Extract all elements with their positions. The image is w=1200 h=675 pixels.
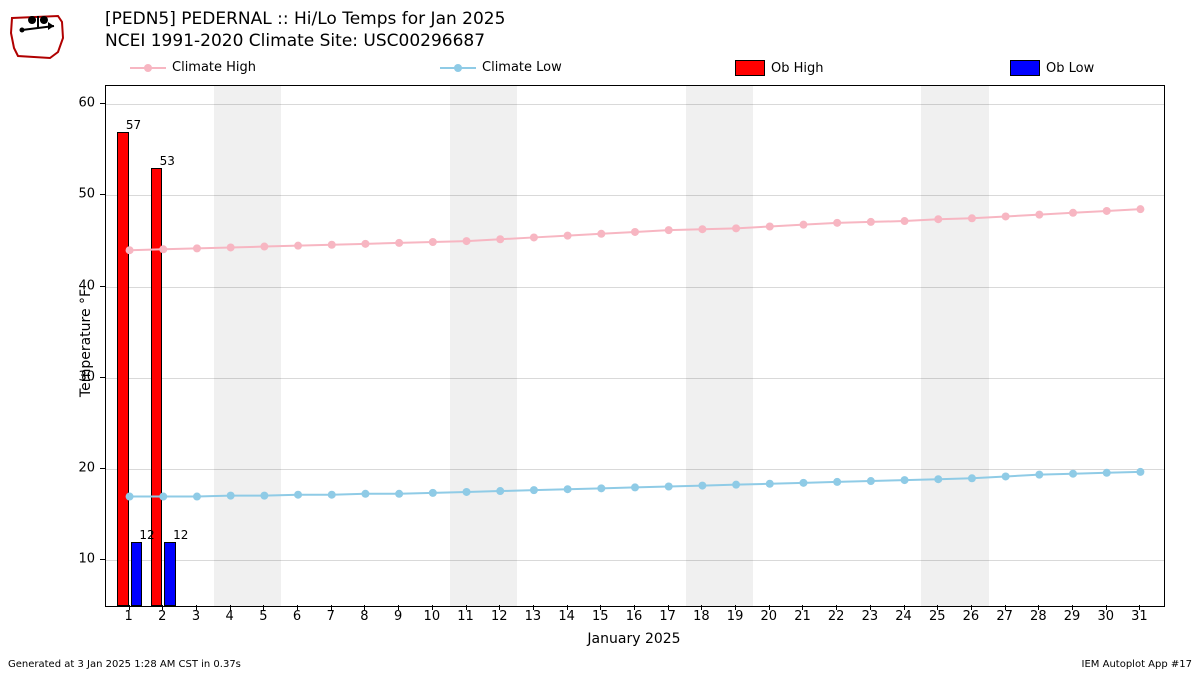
ytick-label: 30 <box>0 369 95 384</box>
xtick-label: 17 <box>659 609 676 624</box>
footer-generated: Generated at 3 Jan 2025 1:28 AM CST in 0… <box>8 659 241 670</box>
legend-label: Climate Low <box>482 60 562 75</box>
xtick-label: 30 <box>1097 609 1114 624</box>
xtick-label: 8 <box>360 609 368 624</box>
legend-label: Ob High <box>771 61 824 76</box>
iem-logo <box>8 8 68 63</box>
legend-label: Climate High <box>172 60 256 75</box>
legend-label: Ob Low <box>1046 61 1094 76</box>
ytick-label: 60 <box>0 96 95 111</box>
ytick-label: 50 <box>0 187 95 202</box>
xtick-label: 7 <box>327 609 335 624</box>
xtick-label: 25 <box>929 609 946 624</box>
xtick-label: 28 <box>1030 609 1047 624</box>
title-line1: [PEDN5] PEDERNAL :: Hi/Lo Temps for Jan … <box>105 8 505 30</box>
xtick-label: 11 <box>457 609 474 624</box>
xtick-label: 9 <box>394 609 402 624</box>
xtick-label: 20 <box>760 609 777 624</box>
xtick-label: 29 <box>1064 609 1081 624</box>
xtick-label: 3 <box>192 609 200 624</box>
xtick-label: 13 <box>525 609 542 624</box>
xtick-label: 12 <box>491 609 508 624</box>
ytick-label: 20 <box>0 461 95 476</box>
xtick-label: 19 <box>727 609 744 624</box>
ytick-label: 40 <box>0 278 95 293</box>
xtick-label: 16 <box>626 609 643 624</box>
chart-plot-area: 57531212 <box>105 85 1165 607</box>
legend-climate-high: Climate High <box>130 60 256 75</box>
xtick-label: 24 <box>895 609 912 624</box>
title-line2: NCEI 1991-2020 Climate Site: USC00296687 <box>105 30 505 52</box>
footer-app: IEM Autoplot App #17 <box>1082 659 1192 670</box>
x-axis-label: January 2025 <box>587 631 680 647</box>
xtick-label: 5 <box>259 609 267 624</box>
xtick-label: 22 <box>828 609 845 624</box>
xtick-label: 4 <box>226 609 234 624</box>
xtick-label: 15 <box>592 609 609 624</box>
xtick-label: 1 <box>124 609 132 624</box>
xtick-label: 18 <box>693 609 710 624</box>
legend-ob-high: Ob High <box>735 60 824 76</box>
xtick-label: 6 <box>293 609 301 624</box>
xtick-label: 26 <box>963 609 980 624</box>
xtick-label: 27 <box>996 609 1013 624</box>
xtick-label: 14 <box>558 609 575 624</box>
legend-ob-low: Ob Low <box>1010 60 1094 76</box>
ytick-label: 10 <box>0 552 95 567</box>
legend-climate-low: Climate Low <box>440 60 562 75</box>
xtick-label: 21 <box>794 609 811 624</box>
climate-low-line <box>106 86 1164 606</box>
chart-title: [PEDN5] PEDERNAL :: Hi/Lo Temps for Jan … <box>105 8 505 52</box>
xtick-label: 23 <box>862 609 879 624</box>
xtick-label: 2 <box>158 609 166 624</box>
xtick-label: 31 <box>1131 609 1148 624</box>
xtick-label: 10 <box>424 609 441 624</box>
